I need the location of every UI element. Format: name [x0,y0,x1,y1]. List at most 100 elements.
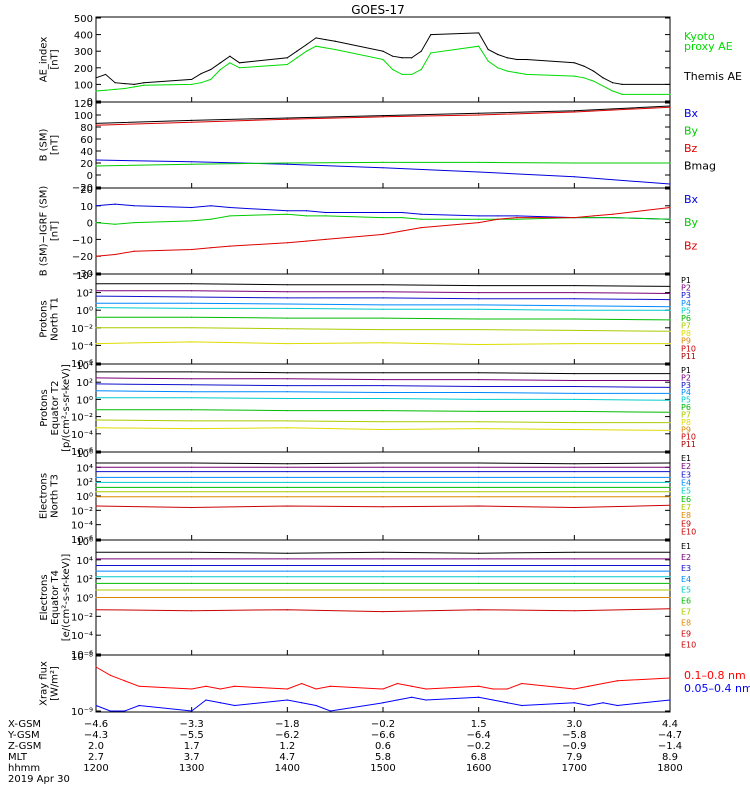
y-tick-label: 10⁻⁴ [71,521,93,532]
data-point [191,384,192,385]
data-point [411,686,412,687]
data-point [382,467,383,468]
data-point [478,222,479,223]
data-point [95,705,96,706]
data-point [382,491,383,492]
data-point [301,702,302,703]
data-point [95,123,96,124]
data-point [315,688,316,689]
data-point [382,51,383,52]
data-point [210,79,211,80]
data-point [478,372,479,373]
data-point [287,487,288,488]
data-point [115,224,116,225]
data-point [669,571,670,572]
data-point [478,462,479,463]
data-point [115,254,116,255]
data-point [287,303,288,304]
data-point [507,688,508,689]
date-label: 2019 Apr 30 [8,774,70,785]
data-point [124,88,125,89]
data-point [287,378,288,379]
data-point [516,72,517,73]
data-point [574,565,575,566]
data-point [134,84,135,85]
data-point [287,571,288,572]
y-tick-label: 10⁻² [71,324,93,335]
data-point [478,558,479,559]
data-point [287,119,288,120]
data-point [478,428,479,429]
ephemeris-value: −4.6 [84,719,108,730]
data-point [382,552,383,553]
data-point [478,686,479,687]
data-point [115,82,116,83]
ephemeris-row-label: Z-GSM [8,741,41,752]
y-tick-label: 400 [74,31,93,42]
data-point [669,699,670,700]
data-point [669,589,670,590]
data-point [95,77,96,78]
data-point [95,462,96,463]
data-point [95,222,96,223]
data-point [574,310,575,311]
data-point [478,304,479,305]
legend-entry: E6 [681,597,691,606]
data-point [382,59,383,60]
y-axis-label-line: Protons [39,389,50,426]
data-point [425,688,426,689]
data-point [583,77,584,78]
y-tick-label: 10⁻⁴ [71,430,93,441]
data-point [669,380,670,381]
data-point [669,583,670,584]
data-point [191,249,192,250]
data-point [669,477,670,478]
data-point [478,285,479,286]
data-point [583,66,584,67]
data-point [382,297,383,298]
y-tick-label: 200 [74,64,93,75]
data-point [382,385,383,386]
data-point [287,162,288,163]
data-point [421,51,422,52]
data-point [191,397,192,398]
data-point [234,705,235,706]
legend-entry: P11 [681,352,696,361]
data-point [574,702,575,703]
data-point [421,214,422,215]
y-tick-label: 10² [76,478,93,489]
ephemeris-row-label: Y-GSM [7,730,40,741]
ephemeris-value: 4.4 [662,719,678,730]
data-point [478,491,479,492]
data-point [669,482,670,483]
data-point [602,85,603,86]
y-tick-label: 10⁴ [76,556,93,567]
data-point [392,69,393,70]
data-point [574,507,575,508]
data-point [669,299,670,300]
data-point [574,496,575,497]
data-point [191,589,192,590]
data-point [574,477,575,478]
data-point [95,477,96,478]
data-point [669,462,670,463]
ephemeris-value: 6.8 [471,752,487,763]
ephemeris-value: −6.6 [371,730,395,741]
data-point [669,84,670,85]
legend-entry: E4 [681,575,691,584]
data-point [191,207,192,208]
data-point [143,82,144,83]
legend-entry: E3 [681,564,691,573]
ephemeris-value: −6.4 [467,730,491,741]
y-tick-label: 10² [76,378,93,389]
data-point [382,496,383,497]
data-point [287,372,288,373]
data-point [382,115,383,116]
y-tick-label: 10⁰ [76,395,93,406]
data-point [191,428,192,429]
data-point [602,702,603,703]
data-point [478,471,479,472]
data-point [191,487,192,488]
data-point [669,576,670,577]
data-point [95,589,96,590]
